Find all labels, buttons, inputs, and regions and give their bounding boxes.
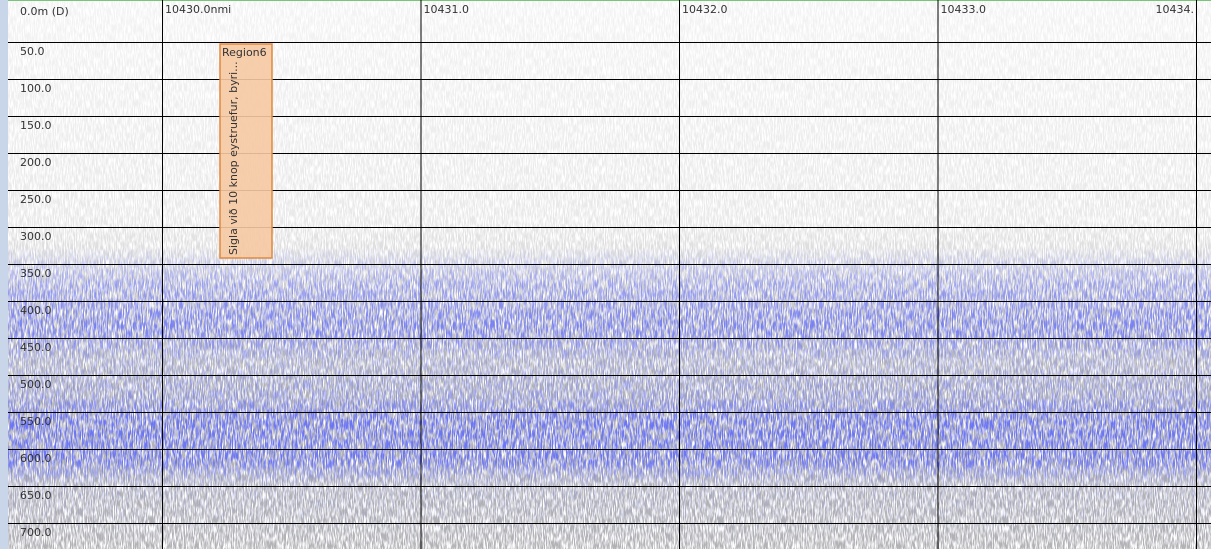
- distance-label: 10434.: [1156, 3, 1195, 16]
- depth-label: 300.0: [20, 230, 52, 243]
- depth-label: 550.0: [20, 415, 52, 428]
- depth-label: 0.0m (D): [20, 5, 69, 18]
- echo-signal: [8, 0, 1211, 549]
- depth-label: 250.0: [20, 193, 52, 206]
- depth-label: 100.0: [20, 82, 52, 95]
- left-bar: [0, 0, 8, 549]
- distance-label: 10433.0: [941, 3, 987, 16]
- depth-label: 400.0: [20, 304, 52, 317]
- distance-label: 10430.0nmi: [165, 3, 231, 16]
- depth-label: 150.0: [20, 119, 52, 132]
- depth-label: 450.0: [20, 341, 52, 354]
- depth-label: 50.0: [20, 45, 45, 58]
- distance-label: 10431.0: [424, 3, 470, 16]
- depth-label: 600.0: [20, 452, 52, 465]
- depth-label: 500.0: [20, 378, 52, 391]
- region-box[interactable]: [219, 43, 273, 259]
- labels: 0.0m (D) 50.0 100.0 150.0 200.0 250.0 300.0 350…: [20, 3, 1194, 539]
- depth-label: 650.0: [20, 489, 52, 502]
- region-name: Region6: [222, 46, 267, 59]
- depth-label: 200.0: [20, 156, 52, 169]
- distance-label: 10432.0: [682, 3, 728, 16]
- grid: [8, 0, 1211, 549]
- depth-label: 700.0: [20, 526, 52, 539]
- depth-label: 350.0: [20, 267, 52, 280]
- region-note: Sigla við 10 knop eystruefur, byri...: [227, 61, 240, 255]
